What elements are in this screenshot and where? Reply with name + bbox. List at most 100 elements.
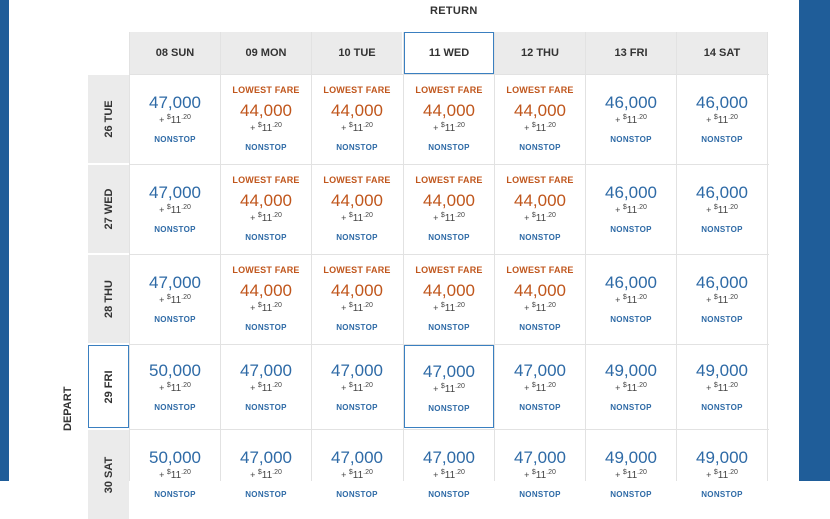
fare-cell[interactable]: 47,000 + $11.20 NONSTOP xyxy=(130,75,220,163)
tax-plus: + xyxy=(433,384,439,394)
fare-cell[interactable]: LOWEST FARE 44,000 + $11.20 NONSTOP xyxy=(221,165,311,253)
nonstop-label: NONSTOP xyxy=(245,233,287,242)
fare-cell[interactable]: 47,000 + $11.20 NONSTOP xyxy=(130,255,220,343)
nonstop-label: NONSTOP xyxy=(336,143,378,152)
miles-price: 44,000 xyxy=(423,191,475,210)
tax-dollars: 11 xyxy=(535,470,547,481)
fare-cell[interactable]: LOWEST FARE 44,000 + $11.20 NONSTOP xyxy=(404,255,494,343)
lowest-fare-badge: LOWEST FARE xyxy=(506,85,574,95)
depart-date-header[interactable]: 27 WED xyxy=(88,165,129,253)
tax-dollars: 11 xyxy=(261,303,273,314)
tax-cents: .20 xyxy=(546,122,556,129)
tax-dollars: 11 xyxy=(535,213,547,224)
depart-date-header[interactable]: 26 TUE xyxy=(88,75,129,163)
nonstop-label: NONSTOP xyxy=(519,403,561,412)
miles-price: 44,000 xyxy=(331,191,383,210)
depart-date-header[interactable]: 30 SAT xyxy=(88,430,129,519)
tax-plus: + xyxy=(433,303,439,313)
miles-price: 46,000 xyxy=(605,93,657,112)
nonstop-label: NONSTOP xyxy=(701,490,743,499)
tax-dollars: 11 xyxy=(352,213,364,224)
fare-cell[interactable]: 47,000 + $11.20 NONSTOP xyxy=(312,345,402,428)
tax-dollars: 11 xyxy=(444,384,456,395)
fare-cell[interactable]: 47,000 + $11.20 NONSTOP xyxy=(221,430,311,519)
fare-cell[interactable]: LOWEST FARE 44,000 + $11.20 NONSTOP xyxy=(312,255,402,343)
tax-plus: + xyxy=(615,295,621,305)
tax-cents: .20 xyxy=(546,212,556,219)
fare-cell[interactable]: LOWEST FARE 44,000 + $11.20 NONSTOP xyxy=(312,165,402,253)
tax-plus: + xyxy=(250,470,256,480)
tax-currency: $ xyxy=(440,122,445,129)
nonstop-label: NONSTOP xyxy=(154,135,196,144)
nonstop-label: NONSTOP xyxy=(519,233,561,242)
fare-cell[interactable]: LOWEST FARE 44,000 + $11.20 NONSTOP xyxy=(495,165,585,253)
nonstop-label: NONSTOP xyxy=(428,143,470,152)
grid-divider xyxy=(130,74,769,75)
tax-currency: $ xyxy=(622,204,627,211)
tax-amount: + $11.20 xyxy=(586,469,676,481)
depart-date-header[interactable]: 29 FRI xyxy=(88,345,129,428)
return-date-header[interactable]: 12 THU xyxy=(495,32,585,74)
tax-currency: $ xyxy=(713,469,718,476)
fare-cell[interactable]: LOWEST FARE 44,000 + $11.20 NONSTOP xyxy=(404,165,494,253)
tax-plus: + xyxy=(341,303,347,313)
tax-amount: + $11.20 xyxy=(312,122,402,134)
tax-cents: .20 xyxy=(363,212,373,219)
return-date-header[interactable]: 10 TUE xyxy=(312,32,402,74)
fare-cell[interactable]: 49,000 + $11.20 NONSTOP xyxy=(677,345,767,428)
fare-cell[interactable]: 47,000 + $11.20 NONSTOP xyxy=(130,165,220,253)
fare-cell[interactable]: 49,000 + $11.20 NONSTOP xyxy=(586,430,676,519)
fare-cell[interactable]: LOWEST FARE 44,000 + $11.20 NONSTOP xyxy=(495,75,585,163)
tax-dollars: 11 xyxy=(717,205,729,216)
fare-cell[interactable]: LOWEST FARE 44,000 + $11.20 NONSTOP xyxy=(221,75,311,163)
lowest-fare-badge: LOWEST FARE xyxy=(506,265,574,275)
fare-cell[interactable]: 50,000 + $11.20 NONSTOP xyxy=(130,345,220,428)
fare-cell[interactable]: 47,000 + $11.20 NONSTOP xyxy=(495,430,585,519)
tax-amount: + $11.20 xyxy=(677,204,767,216)
tax-dollars: 11 xyxy=(170,115,182,126)
miles-price: 44,000 xyxy=(240,281,292,300)
fare-cell[interactable]: 46,000 + $11.20 NONSTOP xyxy=(677,165,767,253)
fare-cell[interactable]: 46,000 + $11.20 NONSTOP xyxy=(586,75,676,163)
fare-cell[interactable]: 46,000 + $11.20 NONSTOP xyxy=(586,255,676,343)
miles-price: 47,000 xyxy=(149,183,201,202)
fare-cell[interactable]: 49,000 + $11.20 NONSTOP xyxy=(586,345,676,428)
return-date-header[interactable]: 09 MON xyxy=(221,32,311,74)
fare-cell[interactable]: 47,000 + $11.20 NONSTOP xyxy=(404,345,494,428)
tax-cents: .20 xyxy=(455,302,465,309)
fare-cell[interactable]: 47,000 + $11.20 NONSTOP xyxy=(312,430,402,519)
tax-amount: + $11.20 xyxy=(130,469,220,481)
depart-date-header[interactable]: 28 THU xyxy=(88,255,129,343)
return-date-header[interactable]: 08 SUN xyxy=(130,32,220,74)
tax-amount: + $11.20 xyxy=(495,212,585,224)
fare-cell[interactable]: 50,000 + $11.20 NONSTOP xyxy=(130,430,220,519)
fare-cell[interactable]: LOWEST FARE 44,000 + $11.20 NONSTOP xyxy=(404,75,494,163)
nonstop-label: NONSTOP xyxy=(336,403,378,412)
tax-dollars: 11 xyxy=(444,123,456,134)
tax-currency: $ xyxy=(713,382,718,389)
left-edge-bar xyxy=(0,0,9,481)
miles-price: 47,000 xyxy=(514,448,566,467)
return-date-header[interactable]: 14 SAT xyxy=(677,32,767,74)
fare-cell[interactable]: LOWEST FARE 44,000 + $11.20 NONSTOP xyxy=(495,255,585,343)
tax-currency: $ xyxy=(348,212,353,219)
fare-cell[interactable]: 47,000 + $11.20 NONSTOP xyxy=(495,345,585,428)
miles-price: 44,000 xyxy=(240,101,292,120)
lowest-fare-badge: LOWEST FARE xyxy=(323,85,391,95)
fare-cell[interactable]: 46,000 + $11.20 NONSTOP xyxy=(586,165,676,253)
fare-cell[interactable]: 49,000 + $11.20 NONSTOP xyxy=(677,430,767,519)
fare-cell[interactable]: 46,000 + $11.20 NONSTOP xyxy=(677,75,767,163)
tax-currency: $ xyxy=(166,469,171,476)
return-date-header[interactable]: 11 WED xyxy=(404,32,494,74)
fare-cell[interactable]: LOWEST FARE 44,000 + $11.20 NONSTOP xyxy=(221,255,311,343)
fare-cell[interactable]: 47,000 + $11.20 NONSTOP xyxy=(221,345,311,428)
miles-price: 47,000 xyxy=(149,93,201,112)
grid-divider xyxy=(130,254,769,255)
tax-dollars: 11 xyxy=(626,115,638,126)
fare-cell[interactable]: 46,000 + $11.20 NONSTOP xyxy=(677,255,767,343)
return-date-header[interactable]: 13 FRI xyxy=(586,32,676,74)
tax-dollars: 11 xyxy=(170,383,182,394)
tax-currency: $ xyxy=(622,294,627,301)
fare-cell[interactable]: LOWEST FARE 44,000 + $11.20 NONSTOP xyxy=(312,75,402,163)
fare-cell[interactable]: 47,000 + $11.20 NONSTOP xyxy=(404,430,494,519)
